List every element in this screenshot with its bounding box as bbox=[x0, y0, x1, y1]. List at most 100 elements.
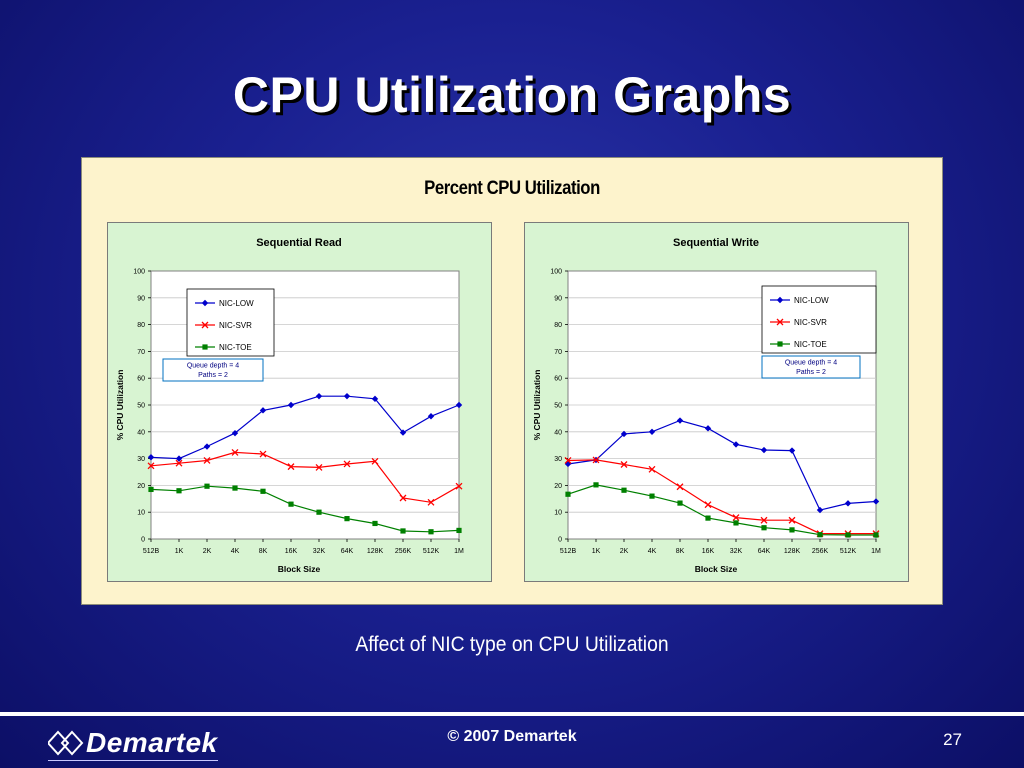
sequential-read-y-tick-label: 30 bbox=[137, 456, 145, 463]
sequential-read-nic-low-point bbox=[315, 392, 323, 400]
sequential-write-nic-toe-line bbox=[567, 484, 876, 536]
sequential-read-legend-marker bbox=[202, 344, 208, 350]
sequential-write-x-tick-label: 512B bbox=[560, 548, 577, 555]
sequential-write-nic-low-point bbox=[844, 500, 852, 507]
sequential-read-nic-toe-point bbox=[260, 488, 266, 494]
sequential-write-nic-low-point bbox=[788, 447, 796, 454]
sequential-read-nic-toe-point bbox=[148, 486, 154, 493]
sequential-write-nic-toe-point bbox=[817, 532, 823, 538]
sequential-read-x-tick-label: 4K bbox=[231, 548, 240, 555]
copyright: © 2007 Demartek bbox=[447, 728, 577, 745]
sequential-read-nic-svr-point bbox=[203, 457, 211, 464]
sequential-read-nic-toe-point bbox=[344, 516, 350, 522]
sequential-write-nic-toe-point bbox=[621, 487, 627, 493]
sequential-write-nic-svr-point bbox=[732, 514, 740, 522]
sequential-read-x-tick-label: 2K bbox=[203, 548, 212, 555]
sequential-read-nic-svr-point bbox=[427, 498, 435, 506]
sequential-write-y-tick-label: 10 bbox=[554, 510, 562, 517]
sequential-write-nic-low-point bbox=[676, 417, 684, 424]
sequential-read-nic-toe-point bbox=[176, 488, 182, 494]
sequential-read-y-tick-label: 50 bbox=[137, 403, 145, 410]
sequential-write-nic-low-point bbox=[760, 446, 768, 454]
logo-text: Demartek bbox=[86, 727, 218, 758]
sequential-read-nic-svr-point bbox=[175, 459, 183, 467]
sequential-read-nic-svr-point bbox=[259, 450, 267, 458]
sequential-read-y-tick-label: 10 bbox=[137, 510, 145, 517]
sequential-read-nic-low-point bbox=[455, 401, 463, 409]
sequential-write-x-tick-label: 64K bbox=[758, 548, 771, 555]
sequential-write-nic-svr-point bbox=[620, 461, 628, 468]
sequential-read-legend-label: NIC-LOW bbox=[219, 299, 254, 308]
sequential-write-annotation-line: Paths = 2 bbox=[796, 369, 826, 376]
sequential-write-y-tick-label: 30 bbox=[554, 456, 562, 463]
sequential-read-annotation-line: Queue depth = 4 bbox=[187, 363, 239, 370]
sequential-write-nic-low-point bbox=[872, 498, 880, 505]
sequential-write-x-tick-label: 4K bbox=[648, 548, 657, 555]
sequential-read-y-tick-label: 80 bbox=[137, 322, 145, 329]
sequential-read-nic-toe-point bbox=[316, 509, 322, 515]
sequential-write-nic-low-line bbox=[567, 419, 877, 511]
sequential-write-x-axis-label: Block Size bbox=[695, 564, 738, 574]
sequential-read-nic-low-point bbox=[343, 392, 351, 400]
sequential-read-y-tick-label: 90 bbox=[137, 295, 145, 302]
sequential-read-nic-toe-point bbox=[400, 528, 406, 534]
sequential-write-y-tick-label: 100 bbox=[550, 269, 562, 276]
sequential-write-nic-svr-point bbox=[704, 501, 712, 509]
sequential-read-nic-low-point bbox=[371, 395, 379, 403]
sequential-write-x-tick-label: 2K bbox=[620, 548, 629, 555]
sequential-write-title: Sequential Write bbox=[673, 237, 759, 249]
sequential-read-x-tick-label: 1K bbox=[175, 548, 184, 555]
sequential-read-nic-low-point bbox=[287, 401, 295, 409]
sequential-read-nic-toe-point bbox=[204, 483, 210, 489]
sequential-write-nic-low-point bbox=[816, 506, 824, 514]
slide-caption: Affect of NIC type on CPU Utilization bbox=[355, 633, 669, 656]
sequential-read-title: Sequential Read bbox=[256, 237, 342, 249]
sequential-read-nic-toe-point bbox=[372, 520, 378, 527]
sequential-write-x-tick-label: 8K bbox=[676, 548, 685, 555]
demartek-logo: Demartek bbox=[48, 726, 218, 761]
sequential-write-nic-toe-point bbox=[789, 527, 795, 533]
sequential-read-x-axis-label: Block Size bbox=[278, 564, 321, 574]
sequential-read-x-tick-label: 16K bbox=[285, 548, 298, 555]
sequential-write-annotation-line: Queue depth = 4 bbox=[785, 360, 837, 367]
sequential-read-y-tick-label: 40 bbox=[137, 429, 145, 436]
sequential-read-nic-toe-line bbox=[150, 485, 460, 533]
sequential-read-x-tick-label: 128K bbox=[367, 548, 384, 555]
sequential-read-annotation-box bbox=[162, 358, 264, 382]
sequential-write-nic-svr-point bbox=[760, 516, 768, 524]
sequential-write-nic-svr-point bbox=[788, 516, 796, 524]
sequential-write-nic-low-point bbox=[704, 425, 712, 432]
sequential-write-nic-low-point bbox=[648, 428, 656, 435]
sequential-read-nic-toe-point bbox=[456, 527, 462, 534]
sequential-read-legend-label: NIC-TOE bbox=[219, 343, 252, 352]
sequential-write-nic-toe-point bbox=[845, 532, 851, 538]
sequential-read-nic-svr-point bbox=[455, 482, 463, 490]
sequential-read-y-tick-label: 0 bbox=[141, 537, 145, 544]
sequential-write-nic-svr-point bbox=[564, 457, 572, 464]
sequential-write-legend-label: NIC-LOW bbox=[794, 296, 829, 305]
sequential-read-nic-low-point bbox=[231, 429, 239, 437]
panel-title: Percent CPU Utilization bbox=[424, 178, 600, 199]
sequential-read-x-tick-label: 64K bbox=[341, 548, 354, 555]
sequential-read-annotation-line: Paths = 2 bbox=[198, 372, 228, 379]
sequential-write-svg: Sequential Write 0 10 20 30 40 50 60 70 80 90 100 51… bbox=[532, 237, 881, 574]
sequential-read-nic-low-point bbox=[147, 454, 155, 461]
sequential-write-nic-svr-line bbox=[567, 459, 876, 535]
sequential-read-y-axis-label: % CPU Utilization bbox=[115, 370, 125, 441]
sequential-read-legend-marker bbox=[201, 299, 209, 307]
sequential-read-nic-toe-point bbox=[428, 529, 434, 535]
sequential-write-x-tick-label: 128K bbox=[784, 548, 801, 555]
sequential-write-x-tick-label: 512K bbox=[840, 548, 857, 555]
sequential-write-nic-low-point bbox=[732, 441, 740, 448]
sequential-read-x-tick-label: 256K bbox=[395, 548, 412, 555]
sequential-read-x-tick-label: 32K bbox=[313, 548, 326, 555]
sequential-write-legend-marker bbox=[777, 341, 783, 347]
footer-divider bbox=[0, 712, 1024, 716]
sequential-write-nic-low-point bbox=[620, 430, 628, 438]
sequential-write-y-tick-label: 0 bbox=[558, 537, 562, 544]
sequential-write-legend-label: NIC-SVR bbox=[794, 318, 827, 327]
sequential-write-y-tick-label: 20 bbox=[554, 483, 562, 490]
slide-title: CPU Utilization Graphs bbox=[232, 67, 792, 123]
sequential-write-y-axis-label: % CPU Utilization bbox=[532, 370, 542, 441]
sequential-write-nic-svr-point bbox=[648, 465, 656, 473]
